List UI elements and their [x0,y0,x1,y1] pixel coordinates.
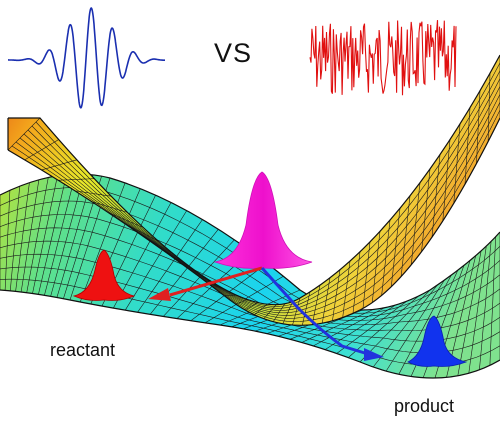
excited-state-potential-surface [7,54,500,326]
product-label: product [394,396,455,416]
product-path-arrow [260,266,384,361]
reactant-wavepacket [72,249,136,301]
product-wavepacket [407,315,468,367]
coherent-pulse-waveform [8,7,165,109]
vs-label: VS [214,38,253,68]
reactant-label: reactant [50,340,116,360]
reactant-path-arrow [148,266,263,301]
incoherent-noise-waveform [309,20,457,96]
